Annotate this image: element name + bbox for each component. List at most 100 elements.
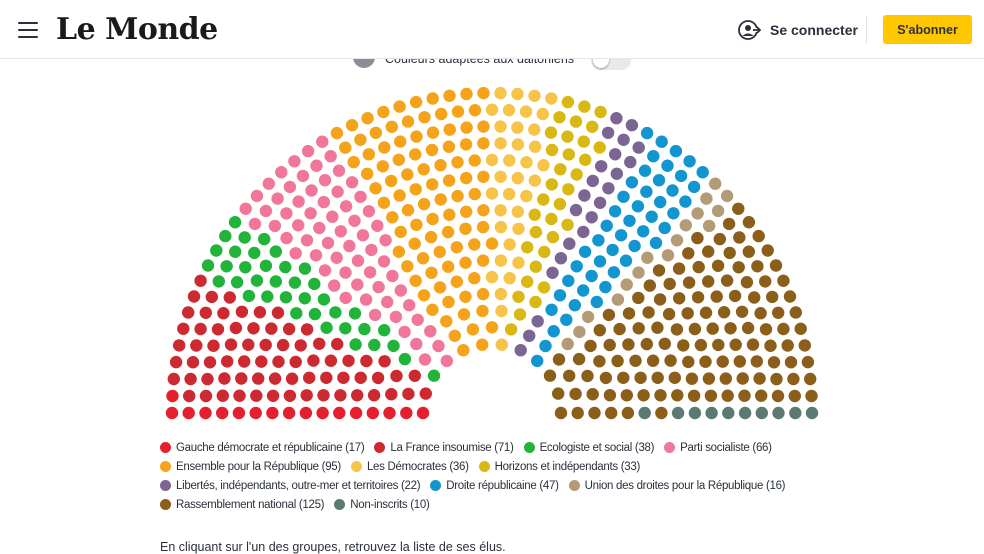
seat-dot[interactable]: [259, 338, 272, 352]
seat-dot[interactable]: [789, 406, 802, 420]
seat-dot[interactable]: [378, 141, 391, 154]
seat-dot[interactable]: [711, 204, 725, 218]
seat-dot[interactable]: [692, 260, 705, 274]
seat-dot[interactable]: [269, 245, 282, 258]
seat-dot[interactable]: [759, 275, 772, 288]
seat-dot[interactable]: [247, 322, 260, 335]
seat-dot[interactable]: [624, 155, 637, 169]
seat-dot[interactable]: [410, 130, 423, 143]
seat-dot[interactable]: [537, 281, 551, 294]
seat-dot[interactable]: [433, 281, 447, 294]
seat-dot[interactable]: [468, 104, 482, 117]
seat-dot[interactable]: [460, 171, 473, 185]
seat-dot[interactable]: [390, 369, 403, 383]
seat-dot[interactable]: [426, 212, 439, 226]
seat-dot[interactable]: [588, 406, 601, 420]
seat-dot[interactable]: [393, 189, 406, 202]
seat-dot[interactable]: [359, 293, 373, 306]
seat-dot[interactable]: [442, 260, 455, 273]
seat-dot[interactable]: [308, 307, 322, 321]
seat-dot[interactable]: [351, 389, 364, 402]
seat-dot[interactable]: [451, 156, 464, 169]
seat-dot[interactable]: [632, 266, 645, 279]
seat-dot[interactable]: [477, 170, 490, 183]
seat-dot[interactable]: [242, 289, 256, 303]
seat-dot[interactable]: [753, 372, 766, 385]
seat-dot[interactable]: [301, 144, 315, 158]
seat-dot[interactable]: [371, 371, 385, 385]
seat-dot[interactable]: [569, 387, 582, 401]
seat-dot[interactable]: [432, 339, 445, 353]
seat-dot[interactable]: [628, 239, 641, 253]
seat-dot[interactable]: [752, 229, 765, 243]
seat-dot[interactable]: [613, 322, 626, 336]
seat-dot[interactable]: [529, 260, 542, 273]
seat-dot[interactable]: [735, 305, 749, 318]
seat-dot[interactable]: [673, 292, 686, 305]
seat-dot[interactable]: [186, 356, 200, 369]
seat-dot[interactable]: [347, 155, 360, 169]
seat-dot[interactable]: [585, 269, 598, 283]
seat-dot[interactable]: [288, 155, 301, 168]
seat-dot[interactable]: [528, 208, 541, 221]
seat-dot[interactable]: [434, 193, 447, 206]
seat-dot[interactable]: [385, 120, 398, 133]
seat-dot[interactable]: [568, 299, 581, 312]
seat-dot[interactable]: [553, 111, 566, 124]
seat-dot[interactable]: [543, 369, 557, 382]
seat-dot[interactable]: [494, 137, 507, 150]
seat-dot[interactable]: [687, 389, 701, 402]
seat-dot[interactable]: [502, 104, 516, 117]
seat-dot[interactable]: [761, 244, 774, 257]
seat-dot[interactable]: [553, 197, 567, 211]
seat-dot[interactable]: [248, 246, 261, 260]
seat-dot[interactable]: [777, 322, 790, 336]
seat-dot[interactable]: [640, 126, 654, 140]
seat-dot[interactable]: [282, 322, 296, 336]
seat-dot[interactable]: [503, 187, 516, 201]
seat-dot[interactable]: [658, 221, 671, 235]
seat-dot[interactable]: [704, 389, 718, 402]
seat-dot[interactable]: [545, 303, 558, 316]
seat-dot[interactable]: [392, 245, 406, 258]
seat-dot[interactable]: [682, 276, 696, 289]
seat-dot[interactable]: [573, 325, 586, 339]
seat-dot[interactable]: [199, 306, 212, 319]
seat-dot[interactable]: [349, 406, 363, 420]
seat-dot[interactable]: [485, 187, 499, 200]
seat-dot[interactable]: [611, 354, 624, 368]
seat-dot[interactable]: [570, 260, 583, 273]
seat-dot[interactable]: [620, 389, 633, 402]
legend-item[interactable]: Rassemblement national (125): [160, 499, 325, 511]
seat-dot[interactable]: [593, 141, 606, 154]
seat-dot[interactable]: [586, 120, 599, 133]
seat-dot[interactable]: [553, 289, 567, 302]
seat-dot[interactable]: [754, 307, 767, 320]
seat-dot[interactable]: [521, 275, 534, 288]
seat-dot[interactable]: [199, 406, 212, 420]
seat-dot[interactable]: [688, 406, 702, 420]
legend-item[interactable]: Union des droites pour la République (16…: [568, 480, 786, 492]
seat-dot[interactable]: [751, 260, 764, 273]
seat-dot[interactable]: [262, 177, 275, 190]
seat-dot[interactable]: [333, 406, 346, 420]
seat-dot[interactable]: [207, 339, 220, 352]
seat-dot[interactable]: [545, 92, 558, 105]
seat-dot[interactable]: [378, 355, 391, 368]
seat-dot[interactable]: [309, 249, 323, 262]
seat-dot[interactable]: [339, 266, 352, 279]
seat-dot[interactable]: [662, 307, 676, 321]
seat-dot[interactable]: [642, 306, 655, 319]
seat-dot[interactable]: [271, 306, 285, 319]
seat-dot[interactable]: [494, 220, 508, 234]
seat-dot[interactable]: [460, 87, 473, 101]
seat-dot[interactable]: [512, 256, 525, 269]
seat-dot[interactable]: [552, 387, 565, 400]
seat-dot[interactable]: [290, 307, 303, 320]
seat-dot[interactable]: [317, 195, 330, 209]
seat-dot[interactable]: [721, 389, 734, 402]
seat-dot[interactable]: [606, 243, 619, 257]
seat-dot[interactable]: [342, 354, 355, 367]
seat-dot[interactable]: [282, 406, 296, 420]
seat-dot[interactable]: [425, 266, 438, 279]
